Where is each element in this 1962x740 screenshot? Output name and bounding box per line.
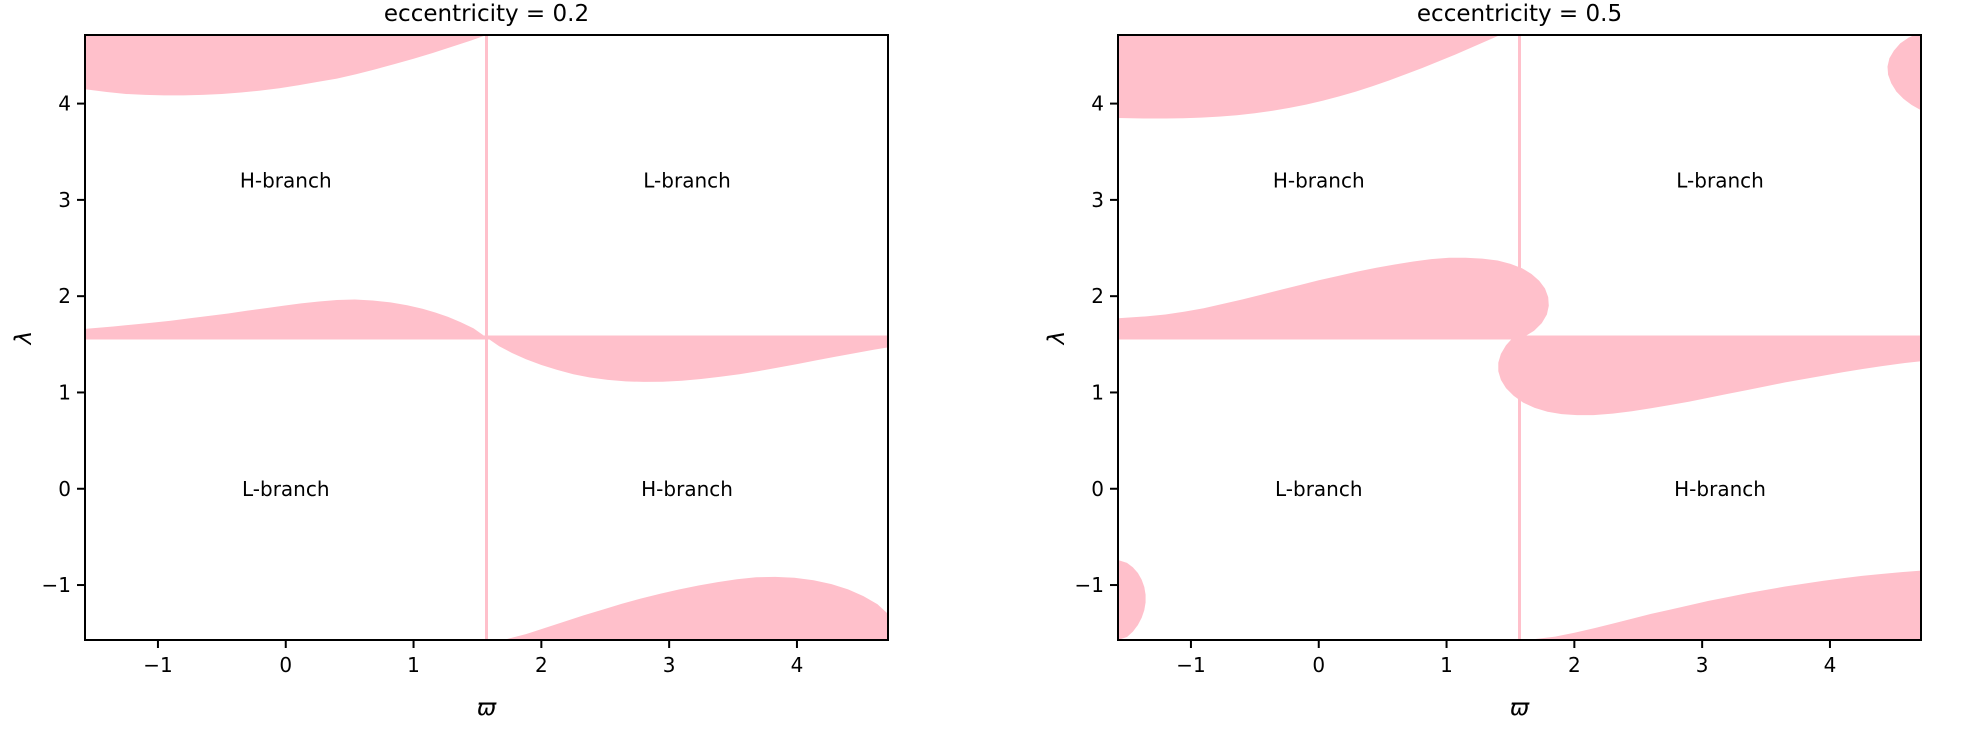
region-bottom-right-band: [1527, 570, 1921, 640]
y-axis-label: λ: [1044, 331, 1070, 347]
y-tick-label: 0: [1091, 477, 1104, 501]
annotation-branch-label: H-branch: [1674, 477, 1766, 501]
annotation-branch-label: H-branch: [1273, 169, 1365, 193]
x-tick-label: 3: [1696, 653, 1709, 677]
x-tick-label: 1: [407, 653, 420, 677]
y-tick-label: 1: [58, 380, 71, 404]
x-tick-label: 2: [1568, 653, 1581, 677]
region-top-band: [1118, 35, 1501, 119]
annotation-branch-label: L-branch: [1275, 477, 1363, 501]
region-upper-band-left: [1118, 257, 1549, 338]
y-tick-label: 2: [58, 284, 71, 308]
chart-title: eccentricity = 0.5: [1417, 1, 1622, 27]
y-tick-label: 1: [1091, 380, 1104, 404]
x-tick-label: 2: [535, 653, 548, 677]
plot-area-1: [1118, 35, 1921, 640]
annotation-branch-label: H-branch: [641, 477, 733, 501]
y-tick-label: 4: [58, 92, 71, 116]
y-tick-label: 3: [58, 188, 71, 212]
region-middle-lens-left: [85, 299, 487, 338]
annotation-branch-label: L-branch: [643, 169, 731, 193]
x-tick-label: 1: [1440, 653, 1453, 677]
annotation-branch-label: H-branch: [240, 169, 332, 193]
y-axis-label: λ: [11, 331, 37, 347]
chart-title: eccentricity = 0.2: [384, 1, 589, 27]
axes-spines: [84, 34, 889, 641]
region-top-right-blob: [1887, 35, 1921, 111]
x-tick-label: 0: [279, 653, 292, 677]
y-tick-label: 4: [1091, 92, 1104, 116]
plot-area-0: [85, 35, 888, 640]
axes-spines: [1117, 34, 1922, 641]
x-tick-label: −1: [1176, 653, 1205, 677]
region-bottom-left-blob: [1118, 560, 1146, 640]
region-middle-lens-right: [486, 337, 888, 382]
region-lower-band-right: [1498, 337, 1921, 416]
x-tick-label: 0: [1312, 653, 1325, 677]
x-tick-label: −1: [143, 653, 172, 677]
annotation-branch-label: L-branch: [1676, 169, 1764, 193]
x-axis-label: ϖ: [1510, 695, 1530, 721]
y-tick-label: −1: [42, 573, 71, 597]
annotation-branch-label: L-branch: [242, 477, 330, 501]
y-tick-label: 3: [1091, 188, 1104, 212]
region-bottom-right-band: [503, 576, 888, 640]
region-top-band: [85, 35, 487, 96]
x-axis-label: ϖ: [477, 695, 497, 721]
x-tick-label: 4: [1824, 653, 1837, 677]
y-tick-label: −1: [1075, 573, 1104, 597]
x-tick-label: 4: [791, 653, 804, 677]
y-tick-label: 2: [1091, 284, 1104, 308]
x-tick-label: 3: [663, 653, 676, 677]
y-tick-label: 0: [58, 477, 71, 501]
